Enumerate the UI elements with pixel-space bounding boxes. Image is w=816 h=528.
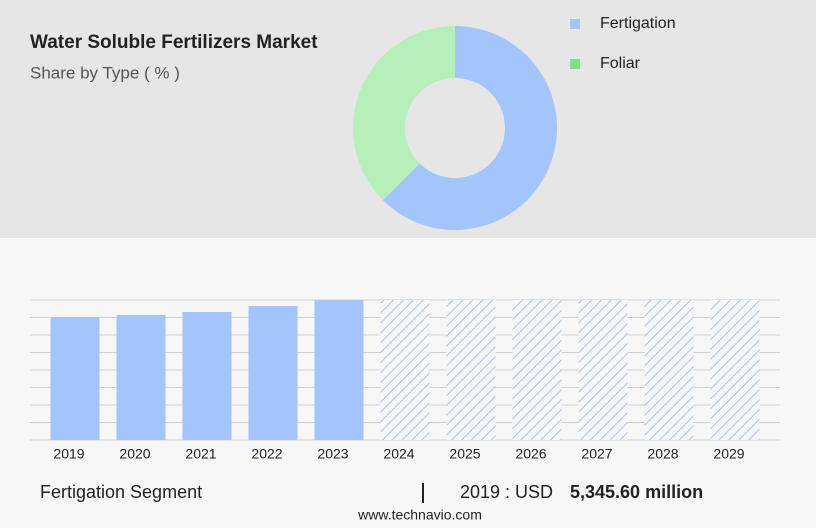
bar — [50, 317, 100, 440]
legend-swatch — [570, 19, 580, 29]
x-tick-label: 2029 — [713, 446, 744, 462]
bar — [314, 300, 364, 440]
x-tick-label: 2028 — [647, 446, 678, 462]
forecast-placeholder — [446, 300, 496, 440]
pie-slice — [353, 26, 455, 201]
chart-subtitle: Share by Type ( % ) — [30, 63, 180, 82]
bar — [248, 306, 298, 440]
bar — [116, 315, 166, 440]
pie-slice — [382, 26, 558, 230]
forecast-placeholder — [710, 300, 760, 440]
x-tick-label: 2022 — [251, 446, 282, 462]
forecast-placeholder — [578, 300, 628, 440]
source: www.technavio.com — [357, 507, 482, 523]
segment-label: Fertigation Segment — [40, 482, 202, 502]
x-tick-label: 2020 — [119, 446, 150, 462]
chart-title: Water Soluble Fertilizers Market — [30, 32, 318, 53]
x-tick-label: 2026 — [515, 446, 546, 462]
legend-label: Fertigation — [600, 15, 676, 32]
legend-label: Foliar — [600, 55, 641, 72]
forecast-placeholder — [644, 300, 694, 440]
bar — [182, 312, 232, 440]
x-tick-label: 2023 — [317, 446, 348, 462]
x-tick-label: 2027 — [581, 446, 612, 462]
year-label: 2019 : USD — [460, 482, 553, 502]
legend-swatch — [570, 59, 580, 69]
value-label: 5,345.60 million — [570, 482, 703, 502]
x-tick-label: 2025 — [449, 446, 480, 462]
x-tick-label: 2021 — [185, 446, 216, 462]
x-tick-label: 2019 — [53, 446, 84, 462]
x-tick-label: 2024 — [383, 446, 414, 462]
forecast-placeholder — [512, 300, 562, 440]
forecast-placeholder — [380, 300, 430, 440]
